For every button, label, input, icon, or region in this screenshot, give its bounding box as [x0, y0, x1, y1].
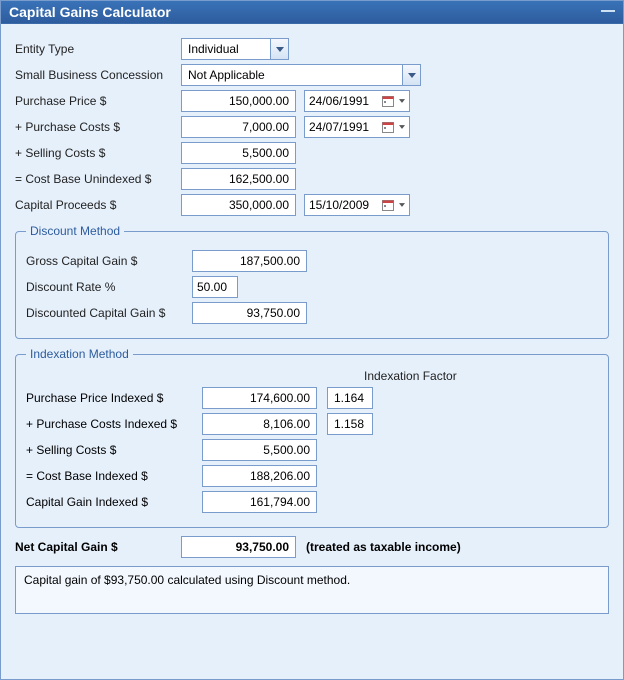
net-gain-label: Net Capital Gain $ — [15, 540, 181, 554]
pc-indexed-input[interactable] — [202, 413, 317, 435]
cost-base-unindexed-label: = Cost Base Unindexed $ — [15, 172, 181, 186]
concession-label: Small Business Concession — [15, 68, 181, 82]
concession-value[interactable] — [182, 65, 402, 85]
discounted-gain-input[interactable] — [192, 302, 307, 324]
discount-rate-label: Discount Rate % — [26, 280, 192, 294]
summary-box: Capital gain of $93,750.00 calculated us… — [15, 566, 609, 614]
entity-type-label: Entity Type — [15, 42, 181, 56]
sc-indexed-input[interactable] — [202, 439, 317, 461]
pp-indexed-input[interactable] — [202, 387, 317, 409]
purchase-price-date[interactable] — [304, 90, 410, 112]
selling-costs-label: + Selling Costs $ — [15, 146, 181, 160]
selling-costs-input[interactable] — [181, 142, 296, 164]
purchase-costs-date-input[interactable] — [305, 117, 379, 137]
purchase-costs-date[interactable] — [304, 116, 410, 138]
indexation-factor-header: Indexation Factor — [364, 369, 598, 383]
entity-type-select[interactable] — [181, 38, 289, 60]
calendar-icon[interactable] — [381, 94, 395, 108]
discount-method-group: Discount Method Gross Capital Gain $ Dis… — [15, 224, 609, 339]
purchase-price-date-input[interactable] — [305, 91, 379, 111]
sc-indexed-label: + Selling Costs $ — [26, 443, 202, 457]
discount-rate-input[interactable] — [192, 276, 238, 298]
concession-select[interactable] — [181, 64, 421, 86]
cg-indexed-label: Capital Gain Indexed $ — [26, 495, 202, 509]
capital-proceeds-label: Capital Proceeds $ — [15, 198, 181, 212]
chevron-down-icon[interactable] — [397, 203, 407, 207]
cb-indexed-input[interactable] — [202, 465, 317, 487]
indexation-method-group: Indexation Method Indexation Factor Purc… — [15, 347, 609, 528]
cg-indexed-input[interactable] — [202, 491, 317, 513]
calendar-icon[interactable] — [381, 198, 395, 212]
chevron-down-icon[interactable] — [397, 99, 407, 103]
discounted-gain-label: Discounted Capital Gain $ — [26, 306, 192, 320]
net-gain-input[interactable] — [181, 536, 296, 558]
pc-indexed-label: + Purchase Costs Indexed $ — [26, 417, 202, 431]
calendar-icon[interactable] — [381, 120, 395, 134]
minimize-icon[interactable] — [601, 10, 615, 14]
chevron-down-icon[interactable] — [397, 125, 407, 129]
gross-gain-label: Gross Capital Gain $ — [26, 254, 192, 268]
gross-gain-input[interactable] — [192, 250, 307, 272]
cb-indexed-label: = Cost Base Indexed $ — [26, 469, 202, 483]
pp-factor-input[interactable] — [327, 387, 373, 409]
purchase-costs-input[interactable] — [181, 116, 296, 138]
indexation-method-legend: Indexation Method — [26, 347, 133, 361]
entity-type-value[interactable] — [182, 39, 270, 59]
chevron-down-icon[interactable] — [270, 39, 288, 59]
purchase-costs-label: + Purchase Costs $ — [15, 120, 181, 134]
summary-text: Capital gain of $93,750.00 calculated us… — [24, 573, 350, 587]
discount-method-legend: Discount Method — [26, 224, 124, 238]
titlebar: Capital Gains Calculator — [1, 1, 623, 24]
cost-base-unindexed-input[interactable] — [181, 168, 296, 190]
window-title: Capital Gains Calculator — [9, 4, 171, 20]
calculator-window: Capital Gains Calculator Entity Type Sma… — [0, 0, 624, 680]
chevron-down-icon[interactable] — [402, 65, 420, 85]
capital-proceeds-date[interactable] — [304, 194, 410, 216]
net-gain-note: (treated as taxable income) — [306, 540, 461, 554]
capital-proceeds-date-input[interactable] — [305, 195, 379, 215]
pc-factor-input[interactable] — [327, 413, 373, 435]
purchase-price-label: Purchase Price $ — [15, 94, 181, 108]
purchase-price-input[interactable] — [181, 90, 296, 112]
form-body: Entity Type Small Business Concession Pu… — [1, 24, 623, 679]
capital-proceeds-input[interactable] — [181, 194, 296, 216]
pp-indexed-label: Purchase Price Indexed $ — [26, 391, 202, 405]
